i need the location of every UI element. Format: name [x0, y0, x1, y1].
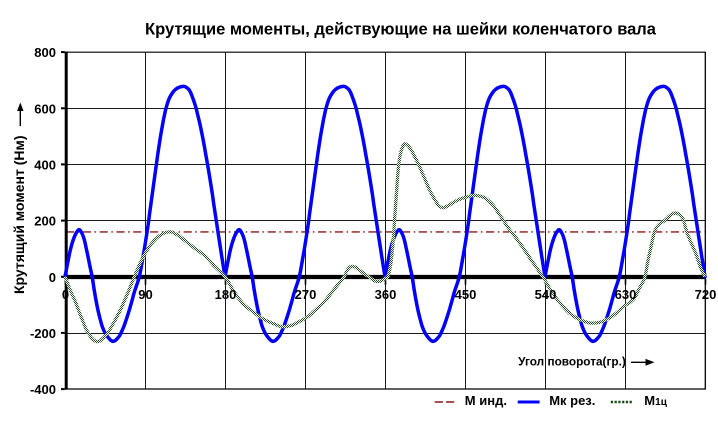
svg-text:270: 270 [295, 287, 317, 302]
svg-text:400: 400 [34, 157, 56, 172]
svg-text:800: 800 [34, 45, 56, 60]
svg-text:600: 600 [34, 101, 56, 116]
svg-text:М1ц: М1ц [644, 393, 667, 408]
svg-text:720: 720 [695, 287, 717, 302]
svg-text:540: 540 [535, 287, 557, 302]
svg-text:Крутящий момент (Нм): Крутящий момент (Нм) [11, 136, 27, 294]
svg-text:Мк рез.: Мк рез. [549, 393, 595, 408]
svg-text:200: 200 [34, 214, 56, 229]
svg-text:-200: -200 [30, 326, 56, 341]
svg-text:360: 360 [375, 287, 397, 302]
svg-text:180: 180 [215, 287, 237, 302]
svg-text:М инд.: М инд. [465, 393, 507, 408]
svg-text:Угол поворота(гр.): Угол поворота(гр.) [518, 354, 626, 368]
svg-text:630: 630 [615, 287, 637, 302]
svg-text:-400: -400 [30, 382, 56, 397]
svg-text:450: 450 [455, 287, 477, 302]
svg-text:Крутящие моменты, действующие: Крутящие моменты, действующие на шейки к… [145, 20, 657, 38]
svg-text:0: 0 [62, 287, 69, 302]
svg-text:90: 90 [138, 287, 152, 302]
svg-text:0: 0 [49, 270, 56, 285]
